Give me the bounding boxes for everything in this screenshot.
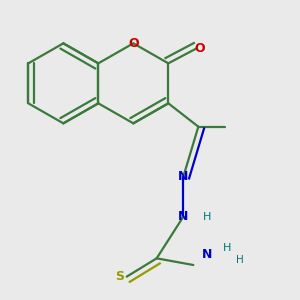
Text: H: H <box>202 212 211 222</box>
Text: H: H <box>223 243 231 253</box>
Text: N: N <box>178 170 188 183</box>
Text: O: O <box>195 42 205 55</box>
Text: N: N <box>202 248 212 262</box>
Text: O: O <box>128 37 139 50</box>
Text: N: N <box>178 210 188 223</box>
Text: H: H <box>236 255 244 265</box>
Text: S: S <box>116 270 124 283</box>
